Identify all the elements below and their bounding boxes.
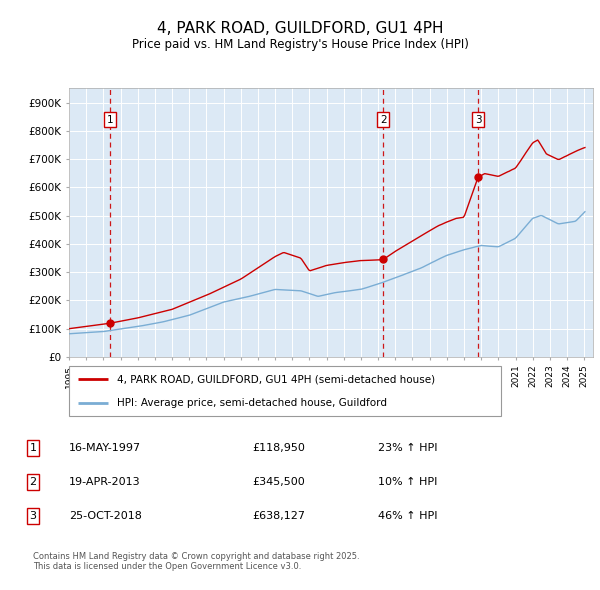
Text: 1: 1 — [29, 443, 37, 453]
Text: 3: 3 — [475, 114, 481, 124]
Text: 23% ↑ HPI: 23% ↑ HPI — [378, 443, 437, 453]
Text: 4, PARK ROAD, GUILDFORD, GU1 4PH (semi-detached house): 4, PARK ROAD, GUILDFORD, GU1 4PH (semi-d… — [116, 374, 434, 384]
Text: Contains HM Land Registry data © Crown copyright and database right 2025.
This d: Contains HM Land Registry data © Crown c… — [33, 552, 359, 571]
Text: HPI: Average price, semi-detached house, Guildford: HPI: Average price, semi-detached house,… — [116, 398, 386, 408]
Text: 2: 2 — [29, 477, 37, 487]
Text: 19-APR-2013: 19-APR-2013 — [69, 477, 140, 487]
Text: 16-MAY-1997: 16-MAY-1997 — [69, 443, 141, 453]
Text: Price paid vs. HM Land Registry's House Price Index (HPI): Price paid vs. HM Land Registry's House … — [131, 38, 469, 51]
Text: £118,950: £118,950 — [252, 443, 305, 453]
Text: £345,500: £345,500 — [252, 477, 305, 487]
Text: 10% ↑ HPI: 10% ↑ HPI — [378, 477, 437, 487]
Text: 1: 1 — [106, 114, 113, 124]
Text: 2: 2 — [380, 114, 386, 124]
Text: 25-OCT-2018: 25-OCT-2018 — [69, 512, 142, 521]
FancyBboxPatch shape — [69, 366, 501, 416]
Text: 4, PARK ROAD, GUILDFORD, GU1 4PH: 4, PARK ROAD, GUILDFORD, GU1 4PH — [157, 21, 443, 35]
Text: 46% ↑ HPI: 46% ↑ HPI — [378, 512, 437, 521]
Text: 3: 3 — [29, 512, 37, 521]
Text: £638,127: £638,127 — [252, 512, 305, 521]
